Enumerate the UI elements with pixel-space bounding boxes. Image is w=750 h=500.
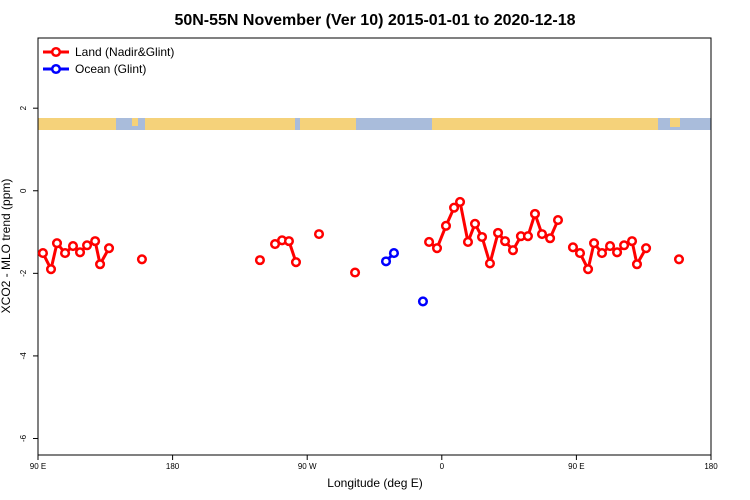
data-point bbox=[492, 227, 504, 238]
data-point bbox=[313, 229, 325, 240]
data-point bbox=[552, 215, 564, 226]
data-point bbox=[254, 255, 265, 266]
data-point bbox=[454, 196, 466, 207]
data-point bbox=[45, 264, 57, 275]
data-point bbox=[596, 248, 608, 259]
legend-label: Land (Nadir&Glint) bbox=[75, 45, 174, 59]
y-tick-label: 2 bbox=[19, 105, 28, 110]
data-point bbox=[60, 248, 71, 259]
data-point bbox=[631, 259, 643, 270]
data-point bbox=[290, 257, 302, 268]
data-point bbox=[350, 267, 361, 278]
data-point bbox=[612, 247, 623, 258]
plot-frame bbox=[37, 37, 712, 456]
data-point bbox=[90, 236, 101, 247]
map-strip bbox=[38, 118, 711, 130]
data-point bbox=[37, 248, 48, 259]
data-point bbox=[574, 248, 586, 259]
x-tick-label: 0 bbox=[440, 462, 445, 471]
data-point bbox=[462, 236, 474, 248]
data-point bbox=[484, 258, 496, 269]
data-point bbox=[136, 254, 147, 265]
data-point bbox=[103, 243, 115, 254]
x-axis-label: Longitude (deg E) bbox=[327, 476, 422, 490]
data-point bbox=[619, 240, 630, 251]
y-tick-label: -2 bbox=[19, 269, 28, 277]
legend-label: Ocean (Glint) bbox=[75, 62, 146, 76]
data-point bbox=[82, 240, 93, 251]
x-tick-label: 180 bbox=[704, 462, 718, 471]
y-tick-label: -6 bbox=[19, 434, 28, 442]
data-point bbox=[583, 264, 594, 275]
data-point bbox=[67, 241, 79, 252]
data-point bbox=[476, 231, 488, 243]
y-tick-label: 0 bbox=[19, 188, 28, 193]
data-point bbox=[507, 245, 519, 256]
data-point bbox=[588, 238, 600, 249]
data-point bbox=[641, 243, 652, 254]
data-point bbox=[51, 238, 63, 249]
data-point bbox=[424, 236, 435, 248]
chart-title: 50N-55N November (Ver 10) 2015-01-01 to … bbox=[174, 12, 575, 29]
legend-marker bbox=[50, 46, 62, 58]
data-point bbox=[95, 259, 106, 270]
data-point bbox=[545, 233, 556, 244]
data-point bbox=[380, 256, 392, 267]
x-tick-label: 90 W bbox=[298, 462, 317, 471]
data-point bbox=[74, 247, 86, 258]
data-point bbox=[673, 254, 685, 265]
data-point bbox=[431, 243, 443, 254]
x-tick-label: 90 E bbox=[30, 462, 46, 471]
data-point bbox=[626, 236, 638, 247]
data-point bbox=[522, 231, 533, 242]
y-tick-label: -4 bbox=[19, 352, 28, 360]
data-point bbox=[605, 241, 616, 252]
data-point bbox=[469, 218, 481, 229]
x-tick-label: 90 E bbox=[568, 462, 584, 471]
data-point bbox=[449, 202, 460, 213]
data-point bbox=[567, 242, 579, 253]
data-point bbox=[388, 248, 399, 259]
legend-marker bbox=[50, 63, 62, 75]
y-axis-label: XCO2 - MLO trend (ppm) bbox=[0, 179, 13, 314]
x-tick-label: 180 bbox=[166, 462, 180, 471]
data-point bbox=[500, 236, 511, 247]
data-point bbox=[536, 229, 548, 240]
data-point bbox=[440, 220, 452, 231]
data-point bbox=[283, 236, 295, 247]
data-point bbox=[417, 296, 429, 307]
data-point bbox=[529, 208, 541, 219]
